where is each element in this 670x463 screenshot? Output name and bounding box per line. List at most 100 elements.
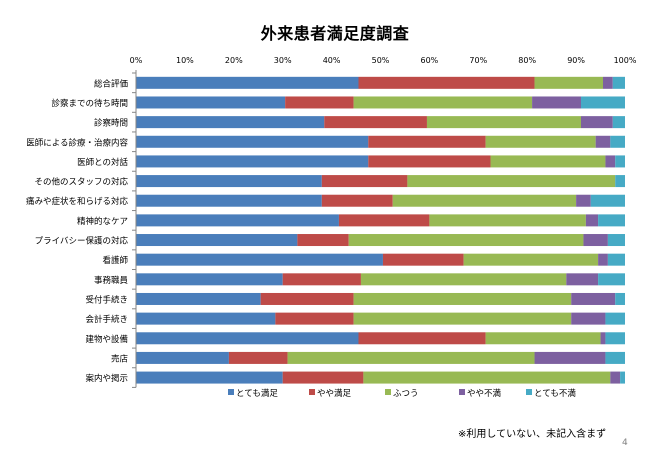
legend-swatch [526, 389, 532, 395]
bar-segment [136, 273, 283, 286]
bars [136, 76, 625, 384]
x-tick-label: 50% [372, 56, 390, 65]
category-label: 医師による診療・治療内容 [26, 137, 128, 148]
bar-segment [429, 214, 586, 227]
bar-segment [620, 371, 625, 384]
x-tick-label: 20% [225, 56, 243, 65]
footnote: ※利用していない、未記入含まず [458, 429, 607, 440]
bar-segment [297, 234, 349, 247]
bar-segment [353, 292, 572, 305]
bar-segment [136, 76, 359, 89]
bar-segment [580, 116, 613, 129]
x-tick-label: 90% [567, 56, 585, 65]
bar-segment [136, 234, 298, 247]
bar-segment [571, 312, 606, 325]
legend-label: とても不満 [534, 389, 576, 399]
page-number: 4 [622, 438, 628, 448]
bar-segment [598, 214, 625, 227]
bar-segment [136, 96, 286, 109]
bar-segment [382, 253, 464, 266]
bar-segment [566, 273, 599, 286]
bar-segment [610, 371, 621, 384]
bar-segment [605, 312, 625, 325]
x-tick-label: 30% [274, 56, 292, 65]
bar-segment [607, 234, 625, 247]
bar-segment [136, 214, 339, 227]
x-tick-label: 100% [614, 56, 637, 65]
bar-segment [615, 155, 625, 168]
bar-segment [136, 312, 276, 325]
bar-segment [602, 76, 613, 89]
bar-segment [368, 155, 491, 168]
category-label: 痛みや症状を和らげる対応 [26, 196, 129, 207]
category-label: 案内や掲示 [85, 373, 128, 384]
bar-segment [363, 371, 611, 384]
bar-segment [136, 135, 369, 148]
x-tick-label: 0% [130, 56, 143, 65]
bar-segment [136, 155, 369, 168]
x-tick-label: 60% [421, 56, 439, 65]
bar-segment [532, 96, 581, 109]
bar-segment [607, 253, 625, 266]
bar-segment [605, 155, 616, 168]
legend-swatch [385, 389, 391, 395]
x-tick-label: 70% [469, 56, 487, 65]
bar-segment [338, 214, 430, 227]
bar-segment [285, 96, 354, 109]
legend-swatch [459, 389, 465, 395]
category-label: 診察までの待ち時間 [51, 98, 128, 109]
category-labels: 総合評価診察までの待ち時間診察時間医師による診療・治療内容医師との対話その他のス… [26, 78, 129, 384]
bar-segment [534, 351, 606, 364]
bar-segment [360, 273, 567, 286]
bar-segment [228, 351, 288, 364]
legend-swatch [228, 389, 234, 395]
bar-segment [610, 135, 625, 148]
bar-segment [426, 116, 581, 129]
bar-segment [590, 194, 625, 207]
bar-segment [407, 175, 616, 188]
axes [132, 70, 137, 388]
bar-segment [136, 292, 261, 305]
chart-title: 外来患者満足度調査 [260, 24, 410, 43]
category-label: 受付手続き [85, 294, 128, 305]
bar-segment [605, 351, 625, 364]
bar-segment [358, 332, 486, 345]
bar-segment [368, 135, 486, 148]
bar-segment [463, 253, 599, 266]
category-label: 医師との対話 [77, 157, 128, 168]
bar-segment [580, 96, 625, 109]
category-label: 看護師 [102, 255, 128, 266]
category-label: 事務職員 [94, 275, 129, 286]
bar-segment [136, 351, 229, 364]
bar-segment [321, 194, 393, 207]
legend-label: やや不満 [467, 389, 502, 399]
bar-segment [136, 253, 383, 266]
bar-segment [485, 135, 596, 148]
bar-segment [324, 116, 427, 129]
category-label: プライバシー保護の対応 [35, 236, 129, 247]
category-label: 売店 [111, 353, 129, 364]
category-label: 総合評価 [94, 78, 129, 89]
bar-segment [615, 175, 625, 188]
category-label: 精神的なケア [77, 216, 128, 227]
bar-segment [576, 194, 591, 207]
bar-segment [534, 76, 603, 89]
bar-segment [348, 234, 584, 247]
category-label: 会計手続き [85, 314, 128, 325]
bar-segment [595, 135, 611, 148]
bar-segment [275, 312, 354, 325]
bar-segment [605, 332, 625, 345]
legend: とても満足 やや満足 ふつう やや不満 とても不満 [228, 389, 576, 399]
category-label: その他のスタッフの対応 [34, 177, 128, 188]
legend-label: やや満足 [317, 389, 352, 399]
x-tick-label: 10% [176, 56, 194, 65]
x-axis-tick-labels: 0% 10% 20% 30% 40% 50% 60% 70% 80% 90% 100% [130, 56, 637, 65]
bar-segment [490, 155, 606, 168]
legend-label: とても満足 [236, 389, 278, 399]
category-label: 建物や設備 [85, 334, 128, 345]
x-tick-label: 80% [518, 56, 536, 65]
category-label: 診察時間 [94, 118, 128, 129]
bar-segment [598, 253, 608, 266]
bar-segment [600, 332, 606, 345]
legend-label: ふつう [393, 389, 419, 399]
